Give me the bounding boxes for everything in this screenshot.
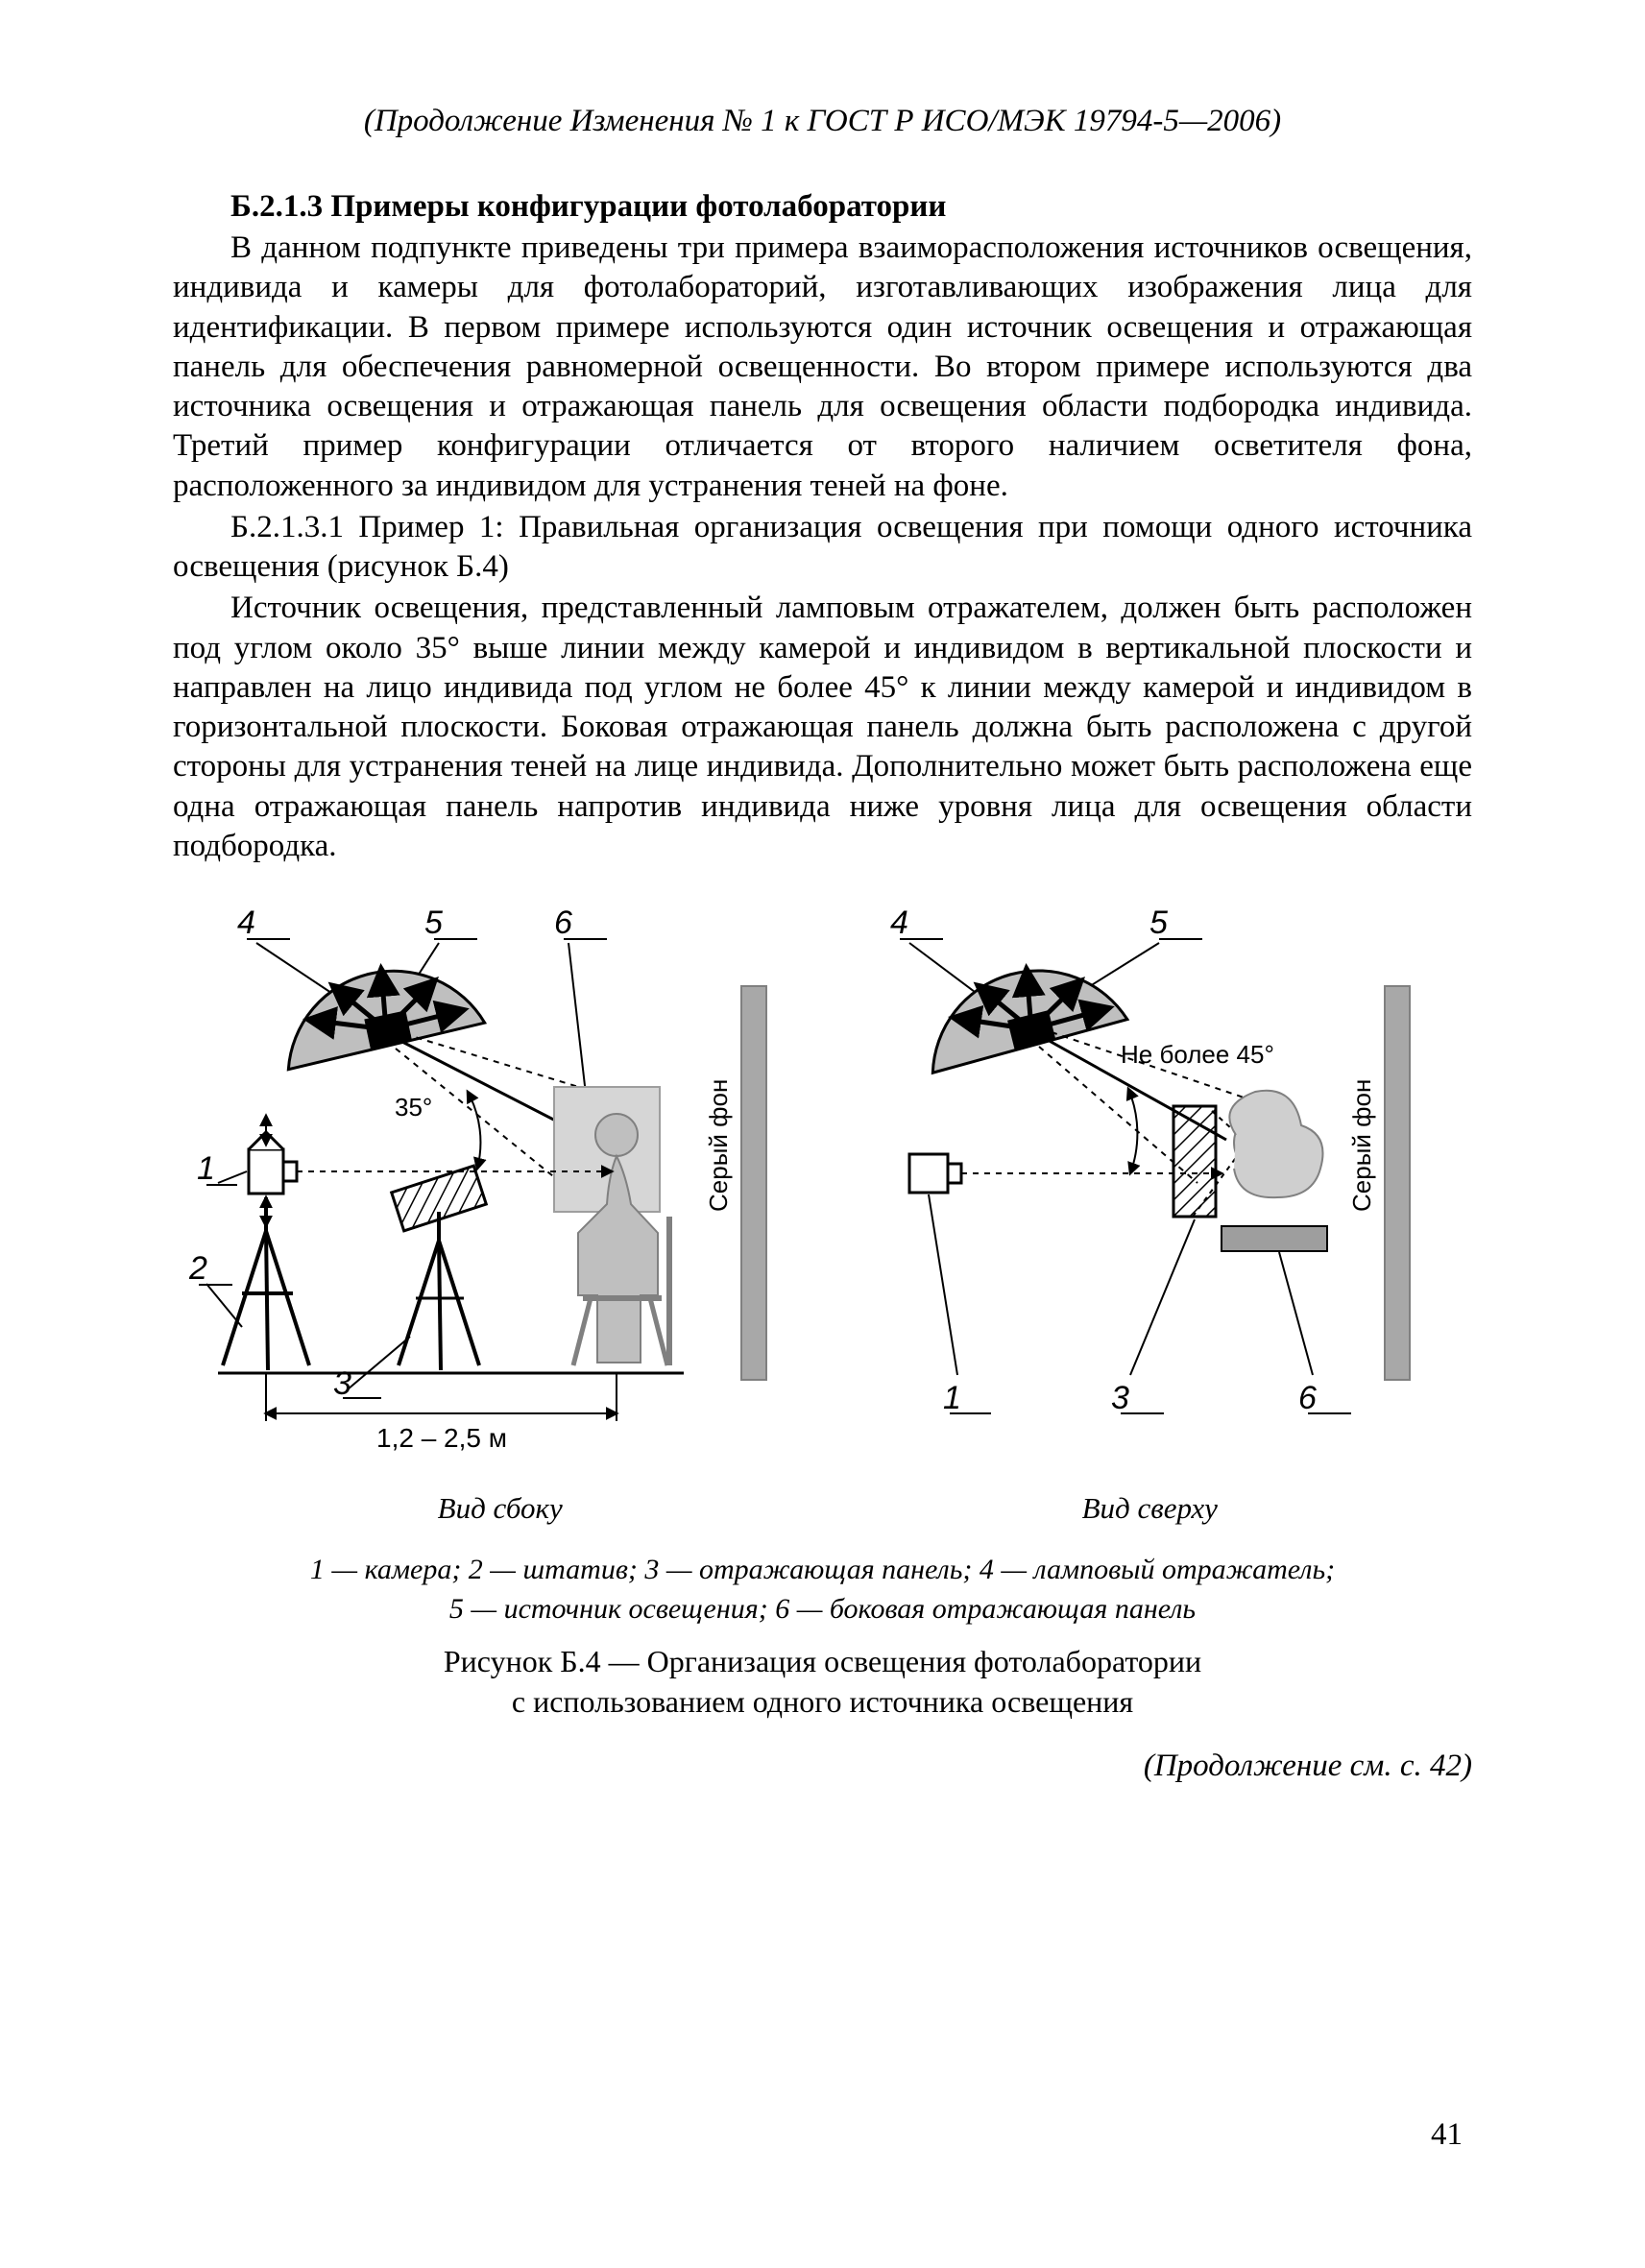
page-number: 41 xyxy=(1431,2117,1463,2153)
panel-6-top xyxy=(1222,1226,1327,1251)
callout-2-label: 2 xyxy=(189,1250,207,1287)
angle-45-label: Не более 45° xyxy=(1121,1040,1274,1069)
callout-5-label: 5 xyxy=(424,905,443,941)
callout-6-label: 6 xyxy=(554,905,572,941)
figure-caption: Рисунок Б.4 — Организация освещения фото… xyxy=(173,1642,1472,1722)
callout-3-label-top: 3 xyxy=(1111,1380,1129,1416)
background-bar-top xyxy=(1385,986,1410,1380)
caption-side: Вид сбоку xyxy=(188,1491,812,1526)
callout-6-label-top: 6 xyxy=(1298,1380,1317,1416)
callout-1-label-top: 1 xyxy=(943,1380,961,1416)
callout-4-label-top: 4 xyxy=(890,905,908,941)
figure-legend: 1 — камера; 2 — штатив; 3 — отражающая п… xyxy=(173,1551,1472,1629)
section-heading: Б.2.1.3 Примеры конфигурации фотолаборат… xyxy=(173,189,1472,225)
camera-icon xyxy=(249,1132,297,1194)
callout-4-label: 4 xyxy=(237,905,255,941)
subject-top-icon xyxy=(1229,1091,1322,1197)
camera-top-icon xyxy=(909,1154,961,1193)
continuation-note: (Продолжение см. с. 42) xyxy=(173,1749,1472,1784)
callout-5-label-top: 5 xyxy=(1149,905,1168,941)
panel-3-top xyxy=(1173,1106,1216,1217)
distance-label: 1,2 – 2,5 м xyxy=(376,1423,507,1453)
paragraph-example-title: Б.2.1.3.1 Пример 1: Правильная организац… xyxy=(173,508,1472,588)
figure-side-view: 4 5 6 xyxy=(189,895,813,1476)
figure-b4: 4 5 6 xyxy=(189,895,1457,1476)
figure-subcaptions: Вид сбоку Вид сверху xyxy=(173,1491,1472,1526)
callout-1-label: 1 xyxy=(197,1150,215,1187)
tripod-icon xyxy=(223,1197,309,1370)
figure-caption-line-2: с использованием одного источника освеще… xyxy=(173,1682,1472,1723)
page: (Продолжение Изменения № 1 к ГОСТ Р ИСО/… xyxy=(0,0,1645,2268)
paragraph-intro: В данном подпункте приведены три примера… xyxy=(173,229,1472,506)
running-header: (Продолжение Изменения № 1 к ГОСТ Р ИСО/… xyxy=(173,104,1472,139)
angle-35-label: 35° xyxy=(395,1093,432,1122)
background-label-top: Серый фон xyxy=(1347,1079,1376,1212)
caption-top: Вид сверху xyxy=(842,1491,1457,1526)
figure-caption-line-1: Рисунок Б.4 — Организация освещения фото… xyxy=(173,1642,1472,1682)
background-label-side: Серый фон xyxy=(704,1079,733,1212)
background-bar xyxy=(741,986,766,1380)
legend-line-1: 1 — камера; 2 — штатив; 3 — отражающая п… xyxy=(310,1554,1335,1585)
figure-top-view: 4 5 xyxy=(842,895,1457,1476)
legend-line-2: 5 — источник освещения; 6 — боковая отра… xyxy=(449,1593,1196,1625)
paragraph-example-body: Источник освещения, представленный лампо… xyxy=(173,589,1472,866)
callout-3-label: 3 xyxy=(333,1365,351,1402)
